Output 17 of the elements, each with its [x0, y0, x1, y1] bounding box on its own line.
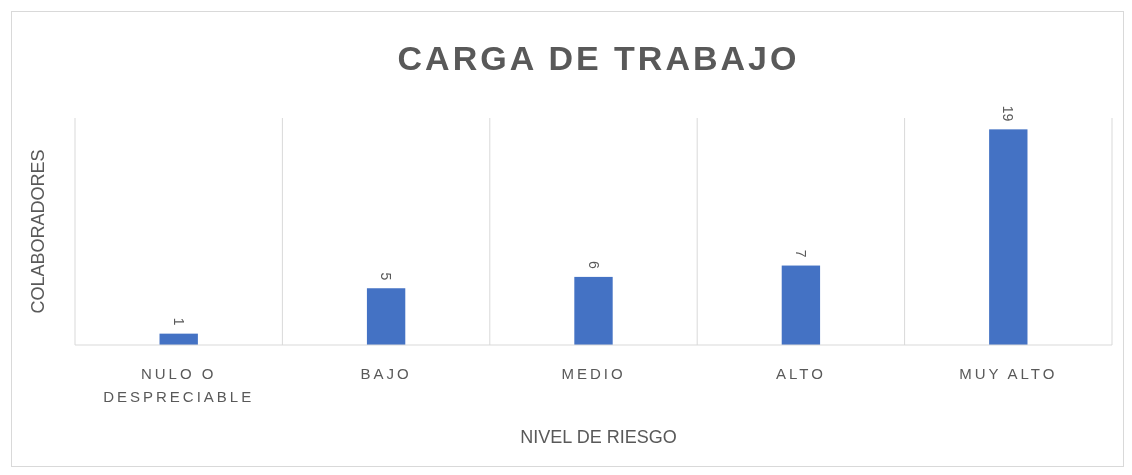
- data-label: 5: [378, 272, 395, 281]
- x-tick-label: BAJO: [360, 365, 412, 382]
- x-tick-label: NULO O DESPRECIABLE: [103, 365, 255, 405]
- data-label: 6: [585, 261, 602, 270]
- bar: [781, 265, 821, 345]
- data-label: 1: [170, 317, 187, 326]
- data-label: 19: [1000, 105, 1017, 122]
- bar: [574, 276, 613, 345]
- data-label: 7: [792, 249, 809, 258]
- x-tick-label: MEDIO: [561, 365, 626, 382]
- x-axis-title: NIVEL DE RIESGO: [520, 427, 677, 447]
- bar: [989, 129, 1028, 345]
- chart-title: CARGA DE TRABAJO: [397, 39, 800, 77]
- y-axis-title: COLABORADORES: [28, 149, 48, 314]
- x-tick-label: MUY ALTO: [959, 365, 1058, 382]
- x-tick-label: ALTO: [776, 365, 826, 382]
- bar: [366, 288, 406, 345]
